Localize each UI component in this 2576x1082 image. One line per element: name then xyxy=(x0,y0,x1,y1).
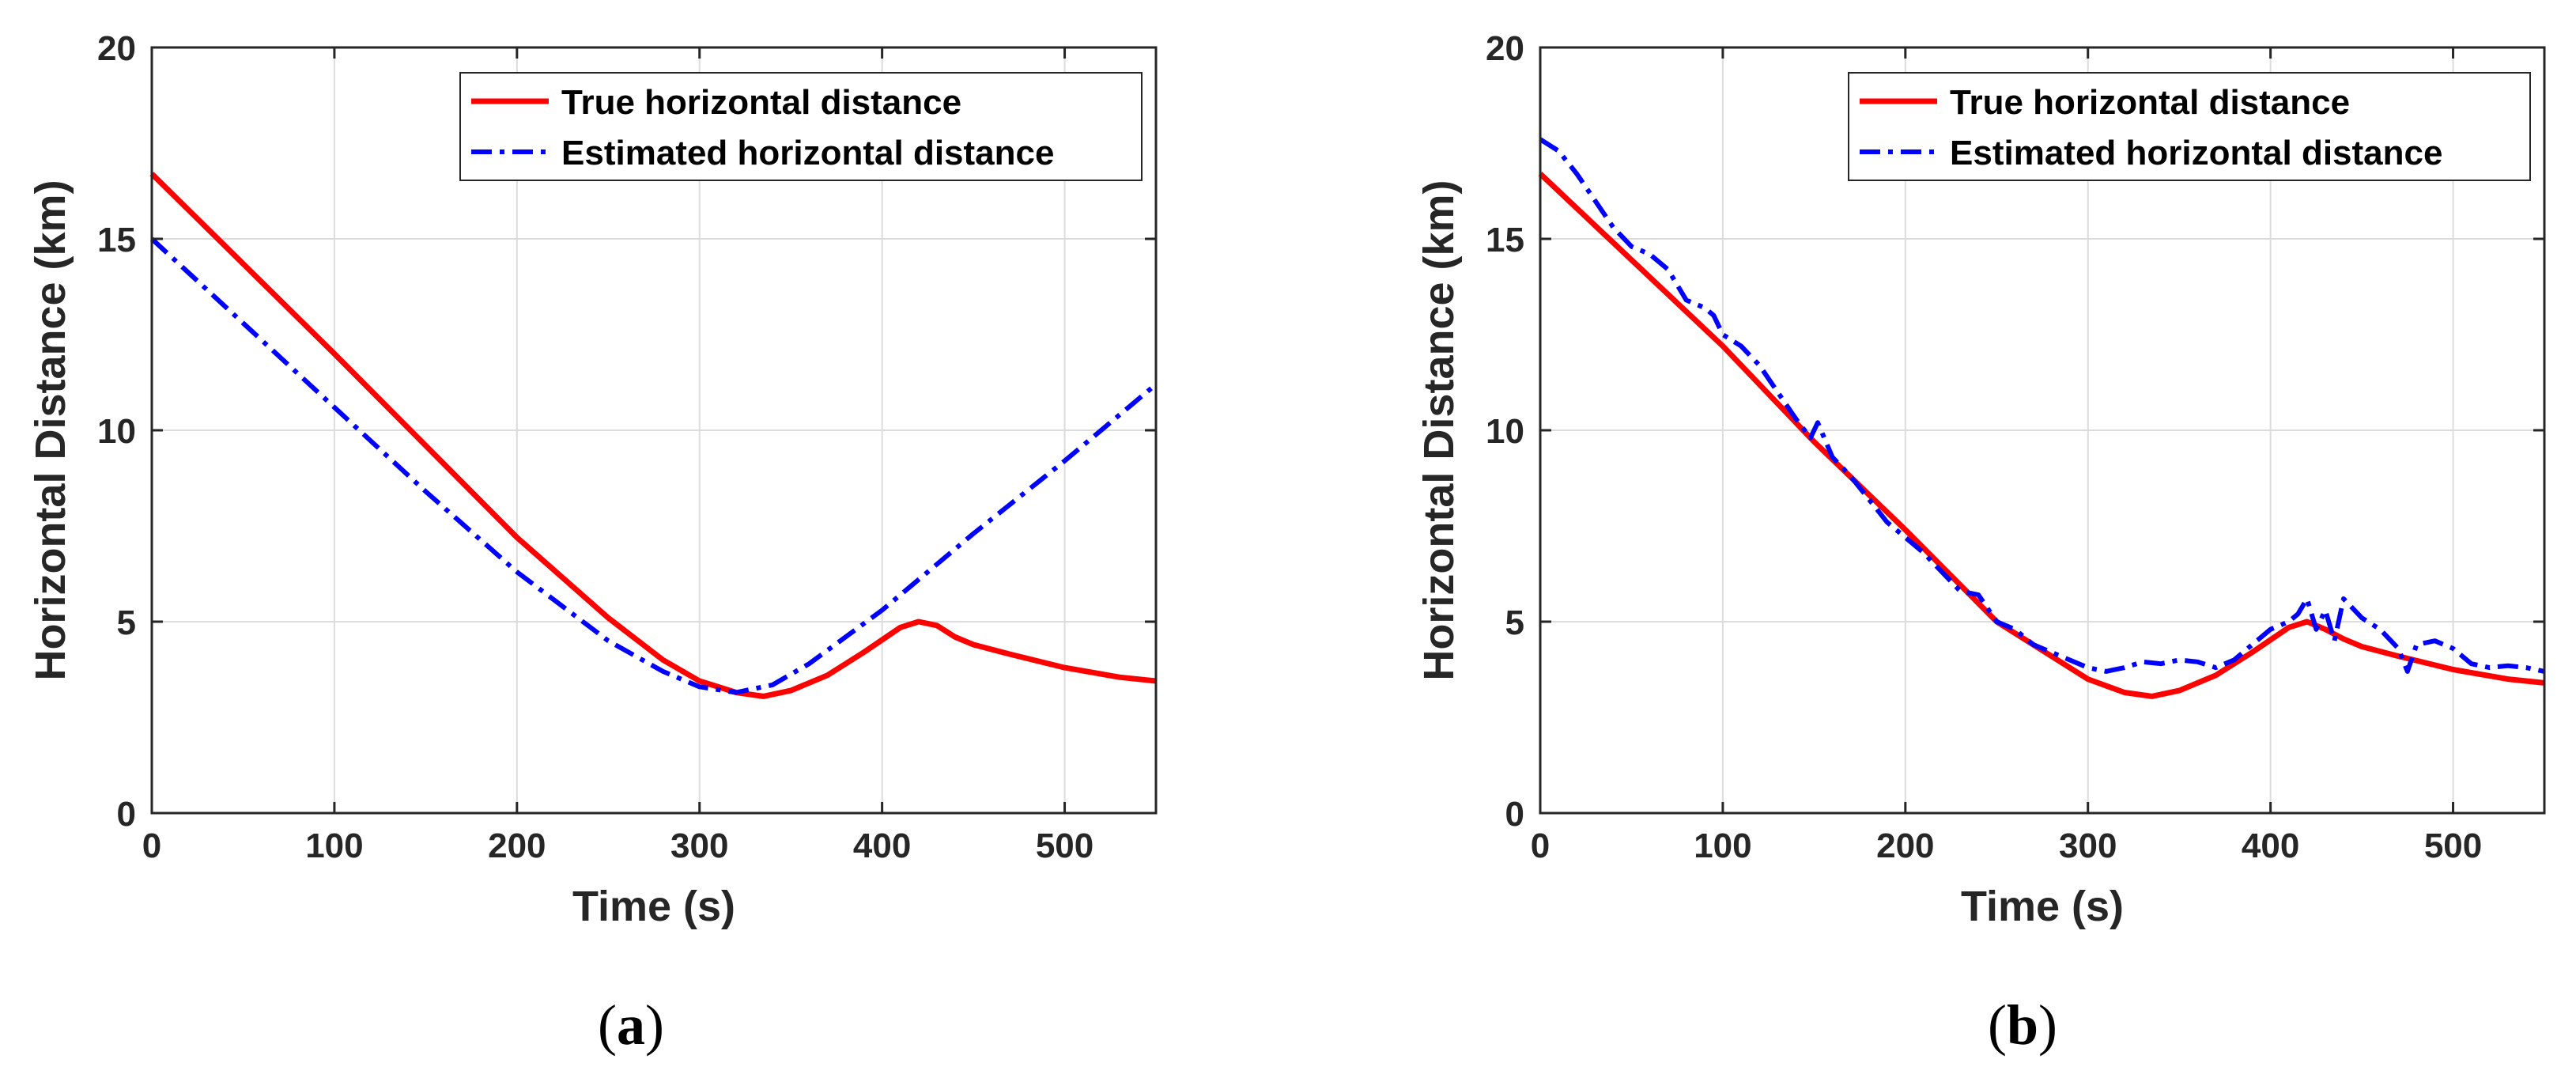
chart-panel-a: 0 100 200 300 400 500 0 5 10 15 20 Time (s) Horizont… xyxy=(27,29,1158,1057)
y-tick-label: 0 xyxy=(117,795,136,834)
legend-entry: Estimated horizontal distance xyxy=(1950,134,2442,172)
x-tick-label: 400 xyxy=(2242,827,2299,865)
estimated-distance-line xyxy=(1539,137,2545,674)
x-tick-label: 500 xyxy=(2424,827,2482,865)
y-tick-label: 15 xyxy=(97,221,136,259)
x-axis-label: Time (s) xyxy=(1961,883,2124,930)
true-distance-line xyxy=(149,172,1157,699)
y-tick-label: 15 xyxy=(1486,221,1524,259)
x-tick-label: 200 xyxy=(488,827,546,865)
estimated-distance-line xyxy=(149,236,1158,695)
legend-entry: Estimated horizontal distance xyxy=(561,134,1054,172)
x-tick-label: 200 xyxy=(1876,827,1934,865)
true-distance-line xyxy=(1538,172,2545,699)
y-tick-label: 20 xyxy=(1486,29,1524,68)
y-tick-label: 5 xyxy=(1505,603,1524,642)
legend: True horizontal distance Estimated horizo… xyxy=(1848,72,2531,181)
legend-box xyxy=(459,72,1143,181)
y-axis-label: Horizontal Distance (km) xyxy=(27,180,74,680)
y-tick-label: 5 xyxy=(117,603,136,642)
x-tick-label: 400 xyxy=(853,827,911,865)
x-tick-label: 300 xyxy=(2059,827,2117,865)
x-tick-label: 100 xyxy=(1694,827,1751,865)
x-tick-label: 0 xyxy=(142,827,161,865)
legend-entry: True horizontal distance xyxy=(1950,83,2350,122)
legend: True horizontal distance Estimated horizo… xyxy=(459,72,1143,181)
x-tick-label: 300 xyxy=(670,827,728,865)
panel-caption: (a) xyxy=(598,993,664,1057)
panel-caption: (b) xyxy=(1988,993,2057,1057)
chart-panel-b: 0 100 200 300 400 500 0 5 10 15 20 Time (s) Horizont… xyxy=(1415,29,2546,1057)
x-tick-label: 500 xyxy=(1036,827,1093,865)
y-tick-label: 20 xyxy=(97,29,136,68)
x-axis-label: Time (s) xyxy=(572,883,735,930)
legend-box xyxy=(1848,72,2531,181)
y-tick-label: 10 xyxy=(97,412,136,451)
y-tick-label: 10 xyxy=(1486,412,1524,451)
x-tick-label: 0 xyxy=(1531,827,1550,865)
y-axis-label: Horizontal Distance (km) xyxy=(1415,180,1463,680)
y-tick-label: 0 xyxy=(1505,795,1524,834)
x-tick-label: 100 xyxy=(305,827,363,865)
legend-entry: True horizontal distance xyxy=(561,83,961,122)
